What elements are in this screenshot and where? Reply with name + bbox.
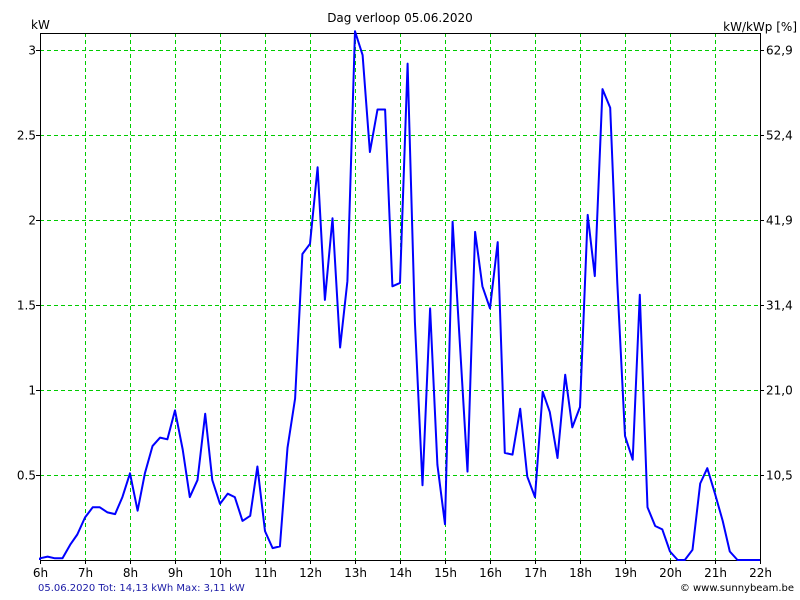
series-group bbox=[39, 30, 760, 561]
x-tick-label: 19h bbox=[614, 566, 637, 580]
x-tick-label: 21h bbox=[704, 566, 727, 580]
x-tick-label: 15h bbox=[434, 566, 457, 580]
footer-website: © www.sunnybeam.be bbox=[679, 583, 794, 594]
y-axis-right-label: kW/kWp [%] bbox=[723, 20, 797, 34]
x-tick-label: 13h bbox=[344, 566, 367, 580]
y-right-tick-label: 62,9 bbox=[766, 44, 793, 58]
y-axis-left-ticks: 0.5 1 1.5 2 2.5 3 bbox=[17, 44, 40, 483]
y-axis-right-ticks: 10,5 21,0 31,4 41,9 52,4 62,9 bbox=[760, 44, 793, 483]
y-left-tick-label: 1.5 bbox=[17, 299, 36, 313]
y-axis-left-label: kW bbox=[31, 18, 50, 32]
x-tick-label: 16h bbox=[479, 566, 502, 580]
x-tick-label: 10h bbox=[209, 566, 232, 580]
y-left-tick-label: 3 bbox=[28, 44, 36, 58]
x-tick-label: 18h bbox=[569, 566, 592, 580]
series-line bbox=[39, 30, 760, 561]
x-tick-label: 12h bbox=[299, 566, 322, 580]
footer-summary: 05.06.2020 Tot: 14,13 kWh Max: 3,11 kW bbox=[38, 583, 245, 594]
y-right-tick-label: 10,5 bbox=[766, 469, 793, 483]
y-left-tick-label: 1 bbox=[28, 384, 36, 398]
y-right-tick-label: 31,4 bbox=[766, 299, 793, 313]
y-right-tick-label: 52,4 bbox=[766, 129, 793, 143]
x-tick-label: 17h bbox=[524, 566, 547, 580]
x-axis-ticks: 6h 7h 8h 9h 10h 11h 12h 13h 14h 15h 16h 17h 18h 19h 20… bbox=[33, 560, 772, 580]
x-tick-label: 11h bbox=[254, 566, 277, 580]
x-tick-label: 7h bbox=[78, 566, 93, 580]
y-left-tick-label: 0.5 bbox=[17, 469, 36, 483]
x-tick-label: 8h bbox=[123, 566, 138, 580]
x-tick-label: 22h bbox=[749, 566, 772, 580]
y-left-tick-label: 2 bbox=[28, 214, 36, 228]
y-left-tick-label: 2.5 bbox=[17, 129, 36, 143]
y-right-tick-label: 41,9 bbox=[766, 214, 793, 228]
x-tick-label: 20h bbox=[659, 566, 682, 580]
y-right-tick-label: 21,0 bbox=[766, 384, 793, 398]
grid-lines bbox=[40, 33, 760, 560]
x-tick-label: 6h bbox=[33, 566, 48, 580]
x-tick-label: 14h bbox=[389, 566, 412, 580]
chart-title: Dag verloop 05.06.2020 bbox=[327, 11, 473, 25]
x-tick-label: 9h bbox=[168, 566, 183, 580]
